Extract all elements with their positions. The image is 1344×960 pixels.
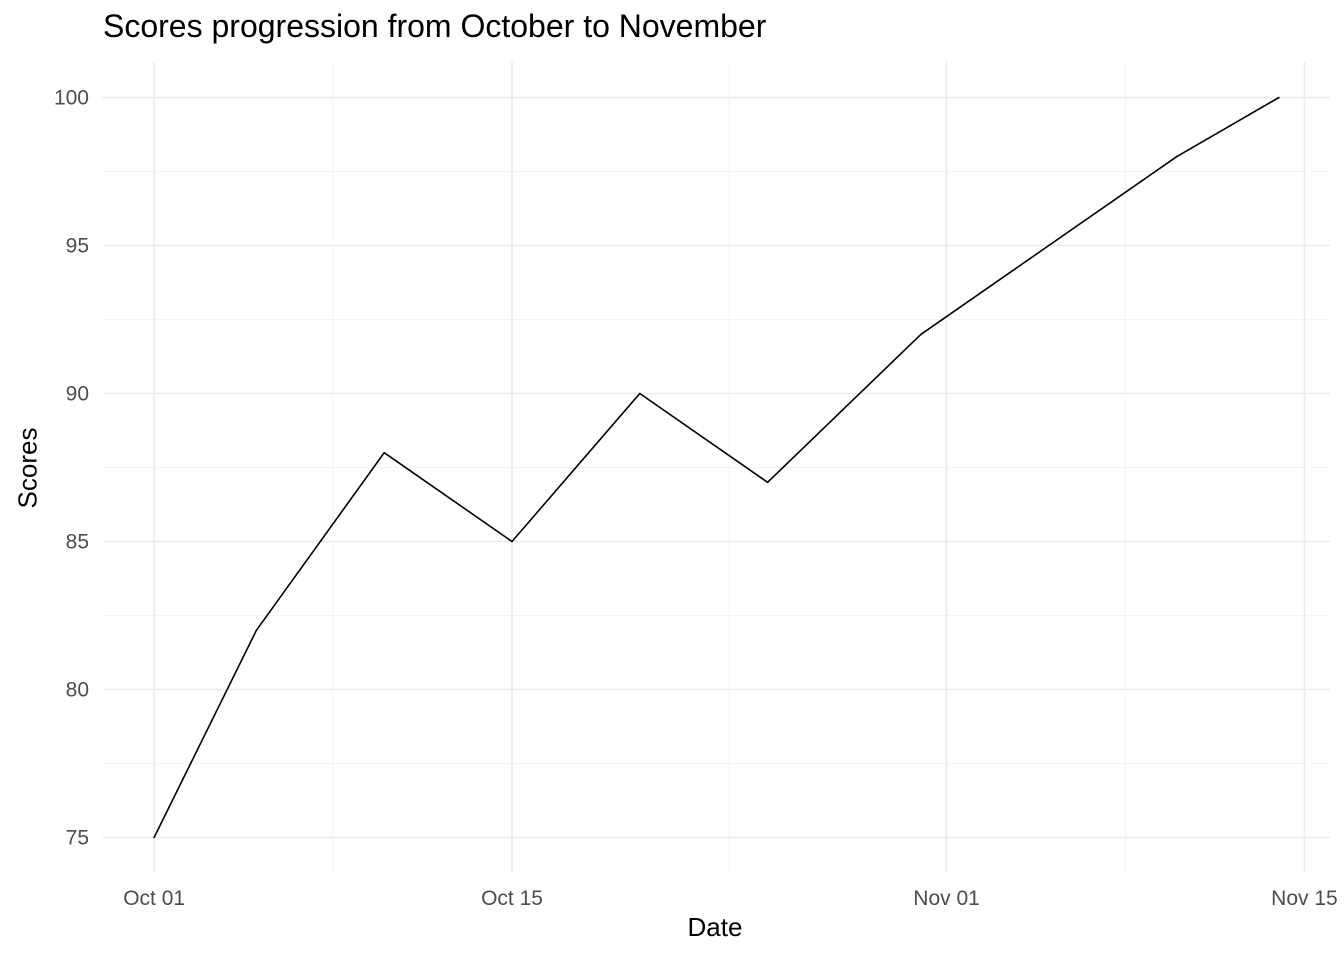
x-tick-label: Nov 01 bbox=[913, 887, 980, 910]
data-point bbox=[1278, 96, 1280, 99]
y-tick-label: 100 bbox=[54, 87, 89, 110]
x-axis-title: Date bbox=[687, 912, 743, 942]
data-point bbox=[639, 392, 641, 395]
y-tick-label: 75 bbox=[66, 826, 89, 849]
data-point bbox=[766, 481, 769, 484]
data-point bbox=[920, 333, 922, 336]
data-point bbox=[383, 451, 385, 454]
y-tick-label: 95 bbox=[66, 235, 89, 258]
chart-title: Scores progression from October to Novem… bbox=[103, 8, 767, 44]
y-axis-title: Scores bbox=[12, 427, 43, 509]
x-tick-label: Oct 01 bbox=[123, 887, 185, 910]
data-point bbox=[153, 836, 155, 839]
series-line bbox=[153, 96, 1280, 838]
data-point bbox=[1048, 244, 1050, 247]
axis-ticks: 75 80 85 90 95 100 Oct 01 Oct 15 Nov 01 Nov 15 bbox=[54, 87, 1338, 910]
series-lines bbox=[153, 96, 1280, 839]
grid-lines bbox=[103, 62, 1330, 873]
data-point bbox=[1175, 155, 1178, 158]
y-tick-label: 85 bbox=[66, 530, 89, 553]
data-point bbox=[255, 629, 258, 632]
x-tick-label: Oct 15 bbox=[481, 887, 543, 910]
y-tick-label: 80 bbox=[66, 678, 89, 701]
y-tick-label: 90 bbox=[66, 383, 89, 406]
data-point bbox=[511, 540, 513, 543]
x-tick-label: Nov 15 bbox=[1271, 887, 1338, 910]
